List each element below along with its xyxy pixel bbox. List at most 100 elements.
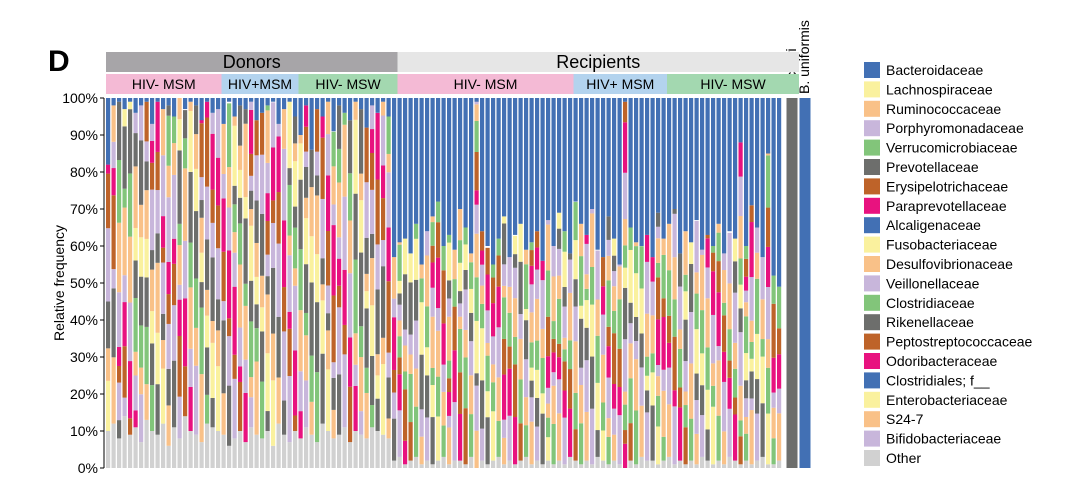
legend-label: Erysipelotrichaceae bbox=[886, 178, 1008, 194]
bar-segment bbox=[749, 398, 754, 411]
bar-segment-bacteroidaceae bbox=[705, 98, 710, 235]
bar-segment bbox=[282, 331, 287, 401]
bar-segment bbox=[375, 375, 380, 399]
bar-segment bbox=[353, 364, 358, 386]
bar-segment bbox=[139, 204, 144, 238]
bar-segment bbox=[419, 354, 424, 410]
bar-segment bbox=[540, 393, 545, 414]
bar-segment bbox=[133, 375, 138, 411]
bar-segment bbox=[265, 294, 270, 354]
bar-segment bbox=[744, 276, 749, 291]
bar-segment bbox=[683, 291, 688, 320]
bar-segment bbox=[502, 264, 507, 286]
bar-segment bbox=[216, 205, 221, 249]
bar-segment bbox=[562, 337, 567, 350]
bar-segment-bacteroidaceae bbox=[150, 98, 155, 124]
bar-segment bbox=[331, 131, 336, 167]
bar-segment bbox=[727, 408, 732, 457]
bar-segment-other bbox=[738, 464, 743, 468]
bar-segment bbox=[282, 220, 287, 288]
bar-segment bbox=[727, 283, 732, 330]
bar-segment bbox=[293, 206, 298, 228]
bar-segment bbox=[480, 250, 485, 265]
bar-segment bbox=[700, 254, 705, 311]
bar-segment bbox=[122, 346, 127, 398]
bar-segment bbox=[546, 417, 551, 438]
bar-segment bbox=[667, 223, 672, 271]
bar-segment bbox=[436, 222, 441, 258]
bar-segment-bacteroidaceae bbox=[485, 98, 490, 246]
bar-segment-bacteroidaceae bbox=[364, 98, 369, 128]
bar-segment-other bbox=[353, 431, 358, 468]
bar-segment bbox=[551, 372, 556, 386]
bar-segment bbox=[551, 423, 556, 465]
bar-segment bbox=[645, 234, 650, 262]
y-tick-label: 80% bbox=[70, 164, 98, 180]
bar-segment bbox=[705, 234, 710, 239]
bar-segment bbox=[557, 248, 562, 276]
bar-segment bbox=[166, 165, 171, 198]
bar-segment bbox=[755, 278, 760, 334]
bar-segment bbox=[304, 264, 309, 313]
subgroup-label: HIV- MSM bbox=[132, 76, 196, 92]
bar-segment bbox=[122, 302, 127, 347]
bar-segment-bacteroidaceae bbox=[441, 98, 446, 246]
bar-segment bbox=[249, 377, 254, 398]
bar-segment-bacteroidaceae bbox=[172, 98, 177, 117]
bar-segment bbox=[414, 368, 419, 407]
bar-segment bbox=[777, 286, 782, 329]
bar-segment bbox=[364, 291, 369, 309]
bar-segment-bacteroidaceae bbox=[249, 98, 254, 102]
bar-segment bbox=[293, 116, 298, 144]
bar-segment bbox=[727, 232, 732, 284]
bar-segment bbox=[656, 364, 661, 377]
bar-segment bbox=[205, 289, 210, 316]
bar-segment-bacteroidaceae bbox=[282, 98, 287, 110]
bar-segment-other bbox=[689, 460, 694, 468]
bar-segment bbox=[766, 207, 771, 247]
bar-segment bbox=[601, 354, 606, 403]
bar-segment bbox=[392, 418, 397, 461]
bar-segment bbox=[513, 254, 518, 268]
bar-segment bbox=[639, 246, 644, 289]
bar-segment bbox=[260, 331, 265, 382]
bar-segment-other bbox=[557, 460, 562, 468]
bar-segment-bacteroidaceae bbox=[221, 98, 226, 124]
bar-segment-bacteroidaceae bbox=[496, 98, 501, 239]
bar-segment bbox=[447, 360, 452, 379]
bar-segment bbox=[491, 303, 496, 337]
bar-segment bbox=[634, 242, 639, 247]
bar-segment bbox=[458, 372, 463, 414]
bar-segment-other bbox=[337, 434, 342, 468]
bar-segment bbox=[315, 109, 320, 152]
bar-segment bbox=[205, 101, 210, 118]
bar-segment bbox=[315, 302, 320, 373]
bar-segment bbox=[397, 320, 402, 337]
bar-segment bbox=[210, 321, 215, 343]
bar-segment bbox=[463, 408, 468, 465]
bar-segment-bacteroidaceae bbox=[557, 98, 562, 213]
bar-segment bbox=[199, 177, 204, 201]
bar-segment bbox=[562, 287, 567, 307]
bar-segment bbox=[672, 406, 677, 465]
bar-segment bbox=[320, 258, 325, 285]
bar-segment-bacteroidaceae bbox=[287, 98, 292, 102]
bar-segment bbox=[117, 292, 122, 347]
bar-segment bbox=[326, 330, 331, 370]
bar-segment-other bbox=[678, 460, 683, 468]
bar-segment-bacteroidaceae bbox=[579, 98, 584, 224]
bar-segment bbox=[293, 227, 298, 269]
bar-segment bbox=[221, 123, 226, 174]
bar-segment bbox=[359, 109, 364, 174]
bar-segment bbox=[573, 306, 578, 342]
bar-segment-other bbox=[172, 427, 177, 468]
bar-segment bbox=[183, 366, 188, 417]
bar-segment bbox=[672, 299, 677, 337]
bar-segment bbox=[755, 333, 760, 380]
bar-segment-bacteroidaceae bbox=[320, 98, 325, 117]
bar-segment bbox=[507, 346, 512, 369]
bar-segment bbox=[694, 329, 699, 374]
bar-segment bbox=[529, 284, 534, 313]
bar-segment bbox=[755, 379, 760, 414]
bar-segment bbox=[469, 253, 474, 263]
